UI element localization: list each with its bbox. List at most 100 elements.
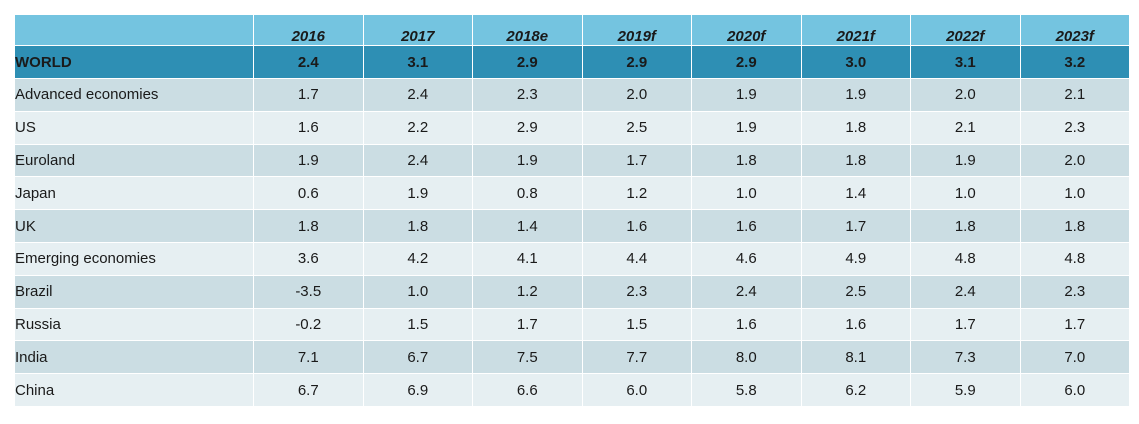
value-cell: 3.0 [800,45,911,79]
value-cell: 2.4 [910,274,1021,309]
value-cell: 1.7 [581,143,692,178]
header-year: 2018e [472,14,583,46]
value-cell: 2.3 [472,78,583,112]
value-cell: 1.8 [910,209,1021,243]
value-cell: 1.2 [472,274,583,309]
value-cell: 4.4 [581,241,692,276]
value-cell: 2.3 [581,274,692,309]
table-body: WORLD 2.4 3.1 2.9 2.9 2.9 3.0 3.1 3.2 Advanced ec… [14,45,1130,407]
value-cell: 1.7 [253,78,364,112]
value-cell: 1.7 [472,307,583,342]
value-cell: 1.6 [691,307,802,342]
value-cell: 6.9 [362,373,473,407]
header-year: 2020f [691,14,802,46]
value-cell: 2.9 [472,110,583,145]
value-cell: 1.9 [910,143,1021,178]
value-cell: 6.6 [472,373,583,407]
value-cell: 6.2 [800,373,911,407]
row-label: WORLD [14,45,254,79]
value-cell: 4.2 [362,241,473,276]
table-row: Advanced economies 1.7 2.4 2.3 2.0 1.9 1.9 2.0 2… [14,78,1130,112]
value-cell: 2.2 [362,110,473,145]
table-row: Euroland 1.9 2.4 1.9 1.7 1.8 1.8 1.9 2.0 [14,143,1130,178]
row-label: Advanced economies [14,78,254,112]
row-label: Euroland [14,143,254,178]
value-cell: 1.4 [472,209,583,243]
row-label: Emerging economies [14,241,254,276]
value-cell: 2.3 [1019,110,1130,145]
value-cell: 1.7 [800,209,911,243]
value-cell: 1.6 [691,209,802,243]
value-cell: 2.3 [1019,274,1130,309]
value-cell: 2.9 [472,45,583,79]
value-cell: 2.4 [362,143,473,178]
value-cell: 1.8 [253,209,364,243]
value-cell: 2.1 [910,110,1021,145]
value-cell: 0.8 [472,176,583,211]
value-cell: 1.7 [910,307,1021,342]
value-cell: 1.9 [691,78,802,112]
value-cell: 2.0 [581,78,692,112]
value-cell: 6.7 [362,340,473,375]
header-year: 2022f [910,14,1021,46]
header-row: 2016 2017 2018e 2019f 2020f 2021f 2022f … [14,14,1130,46]
value-cell: 1.5 [581,307,692,342]
value-cell: 4.8 [910,241,1021,276]
value-cell: 3.2 [1019,45,1130,79]
row-label: Japan [14,176,254,211]
value-cell: 1.9 [691,110,802,145]
value-cell: 4.8 [1019,241,1130,276]
value-cell: 7.7 [581,340,692,375]
value-cell: 6.0 [1019,373,1130,407]
value-cell: 2.5 [581,110,692,145]
value-cell: 2.4 [253,45,364,79]
header-corner [14,14,254,46]
table-row: US 1.6 2.2 2.9 2.5 1.9 1.8 2.1 2.3 [14,110,1130,145]
value-cell: 4.1 [472,241,583,276]
value-cell: -0.2 [253,307,364,342]
value-cell: 0.6 [253,176,364,211]
value-cell: 1.9 [472,143,583,178]
table-row: Japan 0.6 1.9 0.8 1.2 1.0 1.4 1.0 1.0 [14,176,1130,211]
value-cell: 1.0 [910,176,1021,211]
header-year: 2023f [1019,14,1130,46]
table-row: UK 1.8 1.8 1.4 1.6 1.6 1.7 1.8 1.8 [14,209,1130,243]
value-cell: 1.4 [800,176,911,211]
header-year: 2016 [253,14,364,46]
value-cell: 1.9 [253,143,364,178]
value-cell: 1.8 [800,143,911,178]
value-cell: 7.3 [910,340,1021,375]
value-cell: 2.0 [1019,143,1130,178]
value-cell: 6.0 [581,373,692,407]
value-cell: 2.1 [1019,78,1130,112]
row-label: China [14,373,254,407]
value-cell: 1.8 [362,209,473,243]
value-cell: 1.2 [581,176,692,211]
value-cell: 1.6 [253,110,364,145]
table-row: India 7.1 6.7 7.5 7.7 8.0 8.1 7.3 7.0 [14,340,1130,375]
value-cell: 2.4 [362,78,473,112]
value-cell: 3.6 [253,241,364,276]
value-cell: 1.8 [1019,209,1130,243]
value-cell: 1.8 [691,143,802,178]
table-row: Russia -0.2 1.5 1.7 1.5 1.6 1.6 1.7 1.7 [14,307,1130,342]
value-cell: 2.0 [910,78,1021,112]
value-cell: 5.9 [910,373,1021,407]
value-cell: -3.5 [253,274,364,309]
value-cell: 1.7 [1019,307,1130,342]
value-cell: 1.9 [362,176,473,211]
header-year: 2017 [362,14,473,46]
value-cell: 3.1 [362,45,473,79]
row-label: India [14,340,254,375]
value-cell: 3.1 [910,45,1021,79]
forecast-table: 2016 2017 2018e 2019f 2020f 2021f 2022f … [14,14,1130,407]
value-cell: 1.9 [800,78,911,112]
value-cell: 1.8 [800,110,911,145]
table-row: Emerging economies 3.6 4.2 4.1 4.4 4.6 4.9 4.8 4… [14,241,1130,276]
row-label: UK [14,209,254,243]
world-row: WORLD 2.4 3.1 2.9 2.9 2.9 3.0 3.1 3.2 [14,45,1130,79]
table-row: Brazil -3.5 1.0 1.2 2.3 2.4 2.5 2.4 2.3 [14,274,1130,309]
value-cell: 4.9 [800,241,911,276]
value-cell: 2.9 [581,45,692,79]
value-cell: 7.0 [1019,340,1130,375]
